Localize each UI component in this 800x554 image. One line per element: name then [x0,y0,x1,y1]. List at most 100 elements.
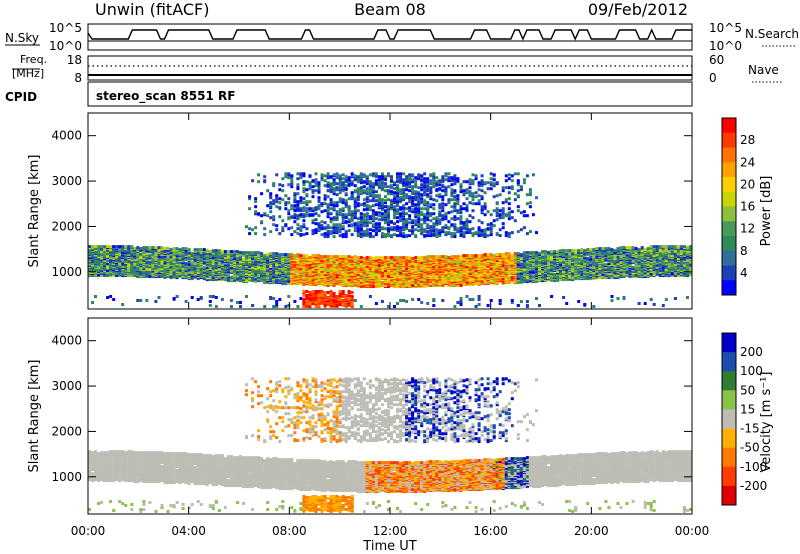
data-cell [166,264,170,268]
data-cell [296,253,300,257]
data-cell [332,226,336,230]
data-cell [290,185,294,189]
data-cell [453,305,457,308]
data-cell [374,224,378,228]
data-cell [420,193,424,197]
data-cell [477,295,481,298]
data-cell [275,224,279,228]
data-cell [338,191,342,195]
data-cell [251,304,255,307]
data-cell [462,207,466,211]
data-cell [453,255,457,259]
data-cell [371,285,375,288]
data-cell [459,300,463,303]
data-cell [154,300,158,303]
data-cell [411,298,415,301]
data-cell [263,276,267,280]
data-cell [393,187,396,191]
data-cell [293,256,297,260]
data-cell [320,259,324,263]
data-cell [380,201,384,205]
data-cell [335,204,339,208]
data-cell [393,211,396,215]
data-cell [356,175,360,179]
data-cell [269,216,273,220]
data-cell [290,174,294,178]
data-cell [260,266,264,270]
data-cell [208,273,212,277]
data-cell [465,204,469,208]
data-cell [396,208,399,212]
data-cell [365,219,369,223]
data-cell [127,264,131,268]
data-cell [332,259,336,263]
data-cell [299,201,303,205]
data-cell [308,209,312,213]
data-cell [477,254,481,258]
data-cell [254,226,258,230]
data-cell [338,294,342,297]
data-cell [435,199,439,203]
data-cell [380,232,384,236]
data-cell [396,175,399,179]
data-cell [109,255,113,259]
data-cell [338,290,342,293]
data-cell [184,300,188,303]
data-cell [236,274,239,278]
data-cell [275,280,279,284]
data-cell [326,203,330,207]
data-cell [112,298,116,301]
data-cell [308,256,312,260]
data-cell [374,179,378,183]
data-cell [390,220,393,224]
data-cell [408,214,412,218]
data-cell [184,262,188,266]
data-cell [447,283,451,286]
data-cell [293,274,297,278]
data-cell [332,255,336,259]
data-cell [329,203,333,207]
data-cell [347,205,351,209]
data-cell [432,255,436,259]
data-cell [335,214,339,218]
data-cell [420,174,424,178]
data-cell [239,305,242,308]
data-cell [323,291,327,294]
data-cell [356,273,360,277]
data-cell [356,282,360,286]
data-cell [208,304,212,307]
data-cell [217,262,221,266]
data-cell [248,197,252,201]
data-cell [160,273,164,277]
data-cell [359,176,363,180]
data-cell [456,230,460,234]
data-cell [329,255,333,259]
data-cell [115,274,119,278]
data-cell [441,205,445,209]
data-cell [368,191,372,195]
data-cell [254,197,258,201]
data-cell [332,235,336,239]
data-cell [353,216,357,220]
data-cell [402,210,406,214]
data-cell [314,208,318,212]
data-cell [323,184,327,188]
data-cell [353,184,357,188]
data-cell [341,272,345,276]
data-cell [441,198,445,202]
data-cell [205,266,209,270]
data-cell [281,219,285,223]
data-cell [326,175,330,179]
data-cell [471,198,475,202]
data-cell [353,299,357,302]
data-cell [338,213,342,217]
data-cell [414,256,418,260]
data-cell [305,290,309,293]
data-cell [420,223,424,227]
data-cell [390,226,393,230]
data-cell [314,172,318,176]
data-cell [329,230,333,234]
data-cell [344,192,348,196]
station-title: Unwin (fitACF) [95,0,209,19]
data-cell [341,198,345,202]
